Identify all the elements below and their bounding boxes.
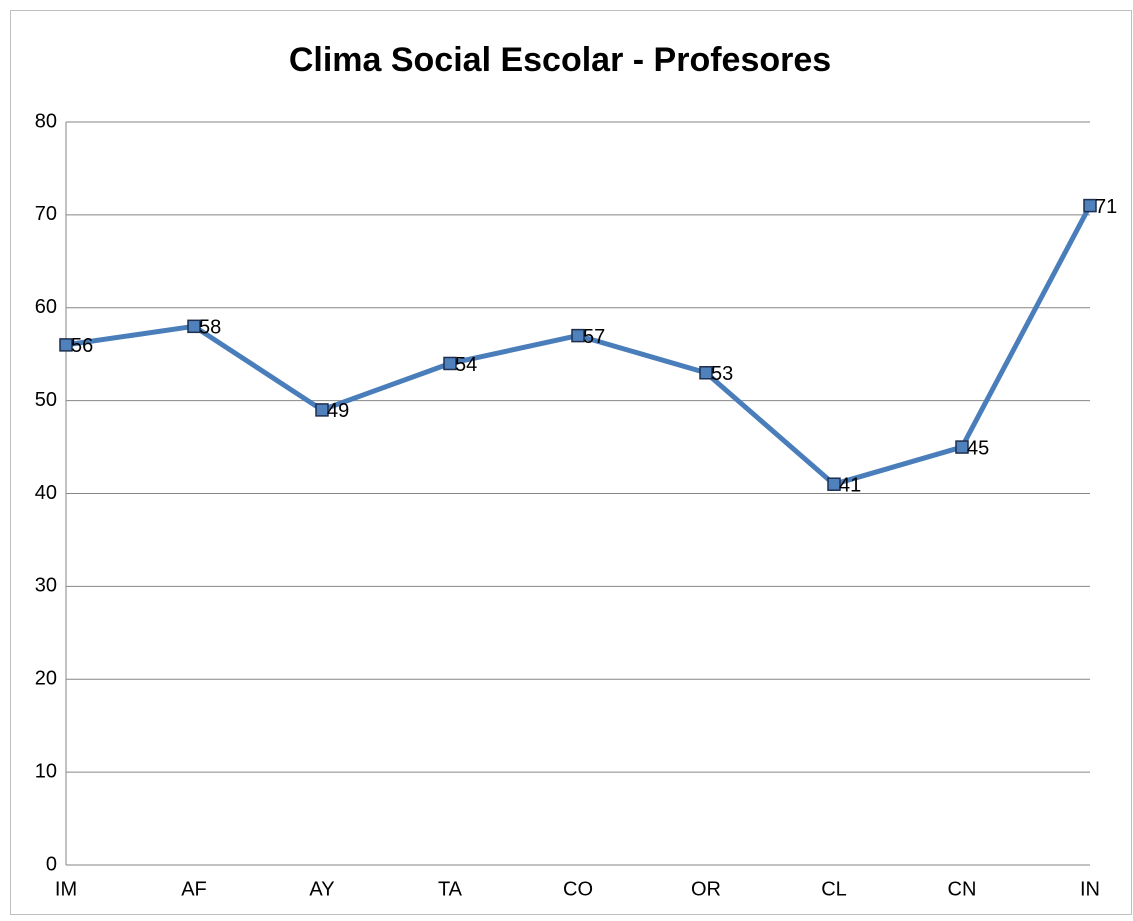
- y-tick-label: 0: [46, 853, 57, 875]
- y-tick-label: 70: [35, 203, 57, 225]
- marker: [699, 366, 713, 380]
- marker: [571, 328, 585, 343]
- data-label: 56: [71, 335, 93, 357]
- x-tick-label: CL: [821, 878, 847, 900]
- x-tick-label: OR: [691, 878, 721, 900]
- data-label: 45: [967, 437, 989, 459]
- data-label: 54: [455, 354, 477, 376]
- marker: [187, 319, 201, 334]
- marker: [1083, 198, 1097, 213]
- x-tick-label: AF: [181, 878, 207, 900]
- y-tick-label: 50: [35, 389, 57, 411]
- x-tick-label: IN: [1080, 878, 1100, 900]
- data-label: 41: [839, 474, 861, 496]
- y-tick-label: 60: [35, 296, 57, 318]
- y-tick-label: 20: [35, 668, 57, 690]
- y-tick-label: 40: [35, 482, 57, 504]
- y-tick-label: 10: [35, 760, 57, 782]
- data-label: 57: [583, 326, 605, 348]
- y-tick-label: 30: [35, 575, 57, 597]
- y-tick-label: 80: [35, 110, 57, 132]
- chart-frame: [10, 10, 1132, 915]
- x-tick-label: CN: [948, 878, 977, 900]
- data-label: 58: [199, 317, 221, 339]
- marker: [315, 403, 329, 417]
- x-tick-label: CO: [563, 878, 593, 900]
- data-label: 49: [327, 400, 349, 422]
- x-tick-label: AY: [309, 878, 334, 900]
- data-label: 71: [1095, 196, 1117, 218]
- x-tick-label: IM: [55, 878, 77, 900]
- chart-title: Clima Social Escolar - Profesores: [289, 41, 831, 79]
- marker: [443, 356, 457, 371]
- marker: [827, 477, 841, 491]
- data-label: 53: [711, 363, 733, 385]
- x-tick-label: TA: [438, 878, 463, 900]
- marker: [59, 338, 73, 352]
- marker: [955, 440, 969, 454]
